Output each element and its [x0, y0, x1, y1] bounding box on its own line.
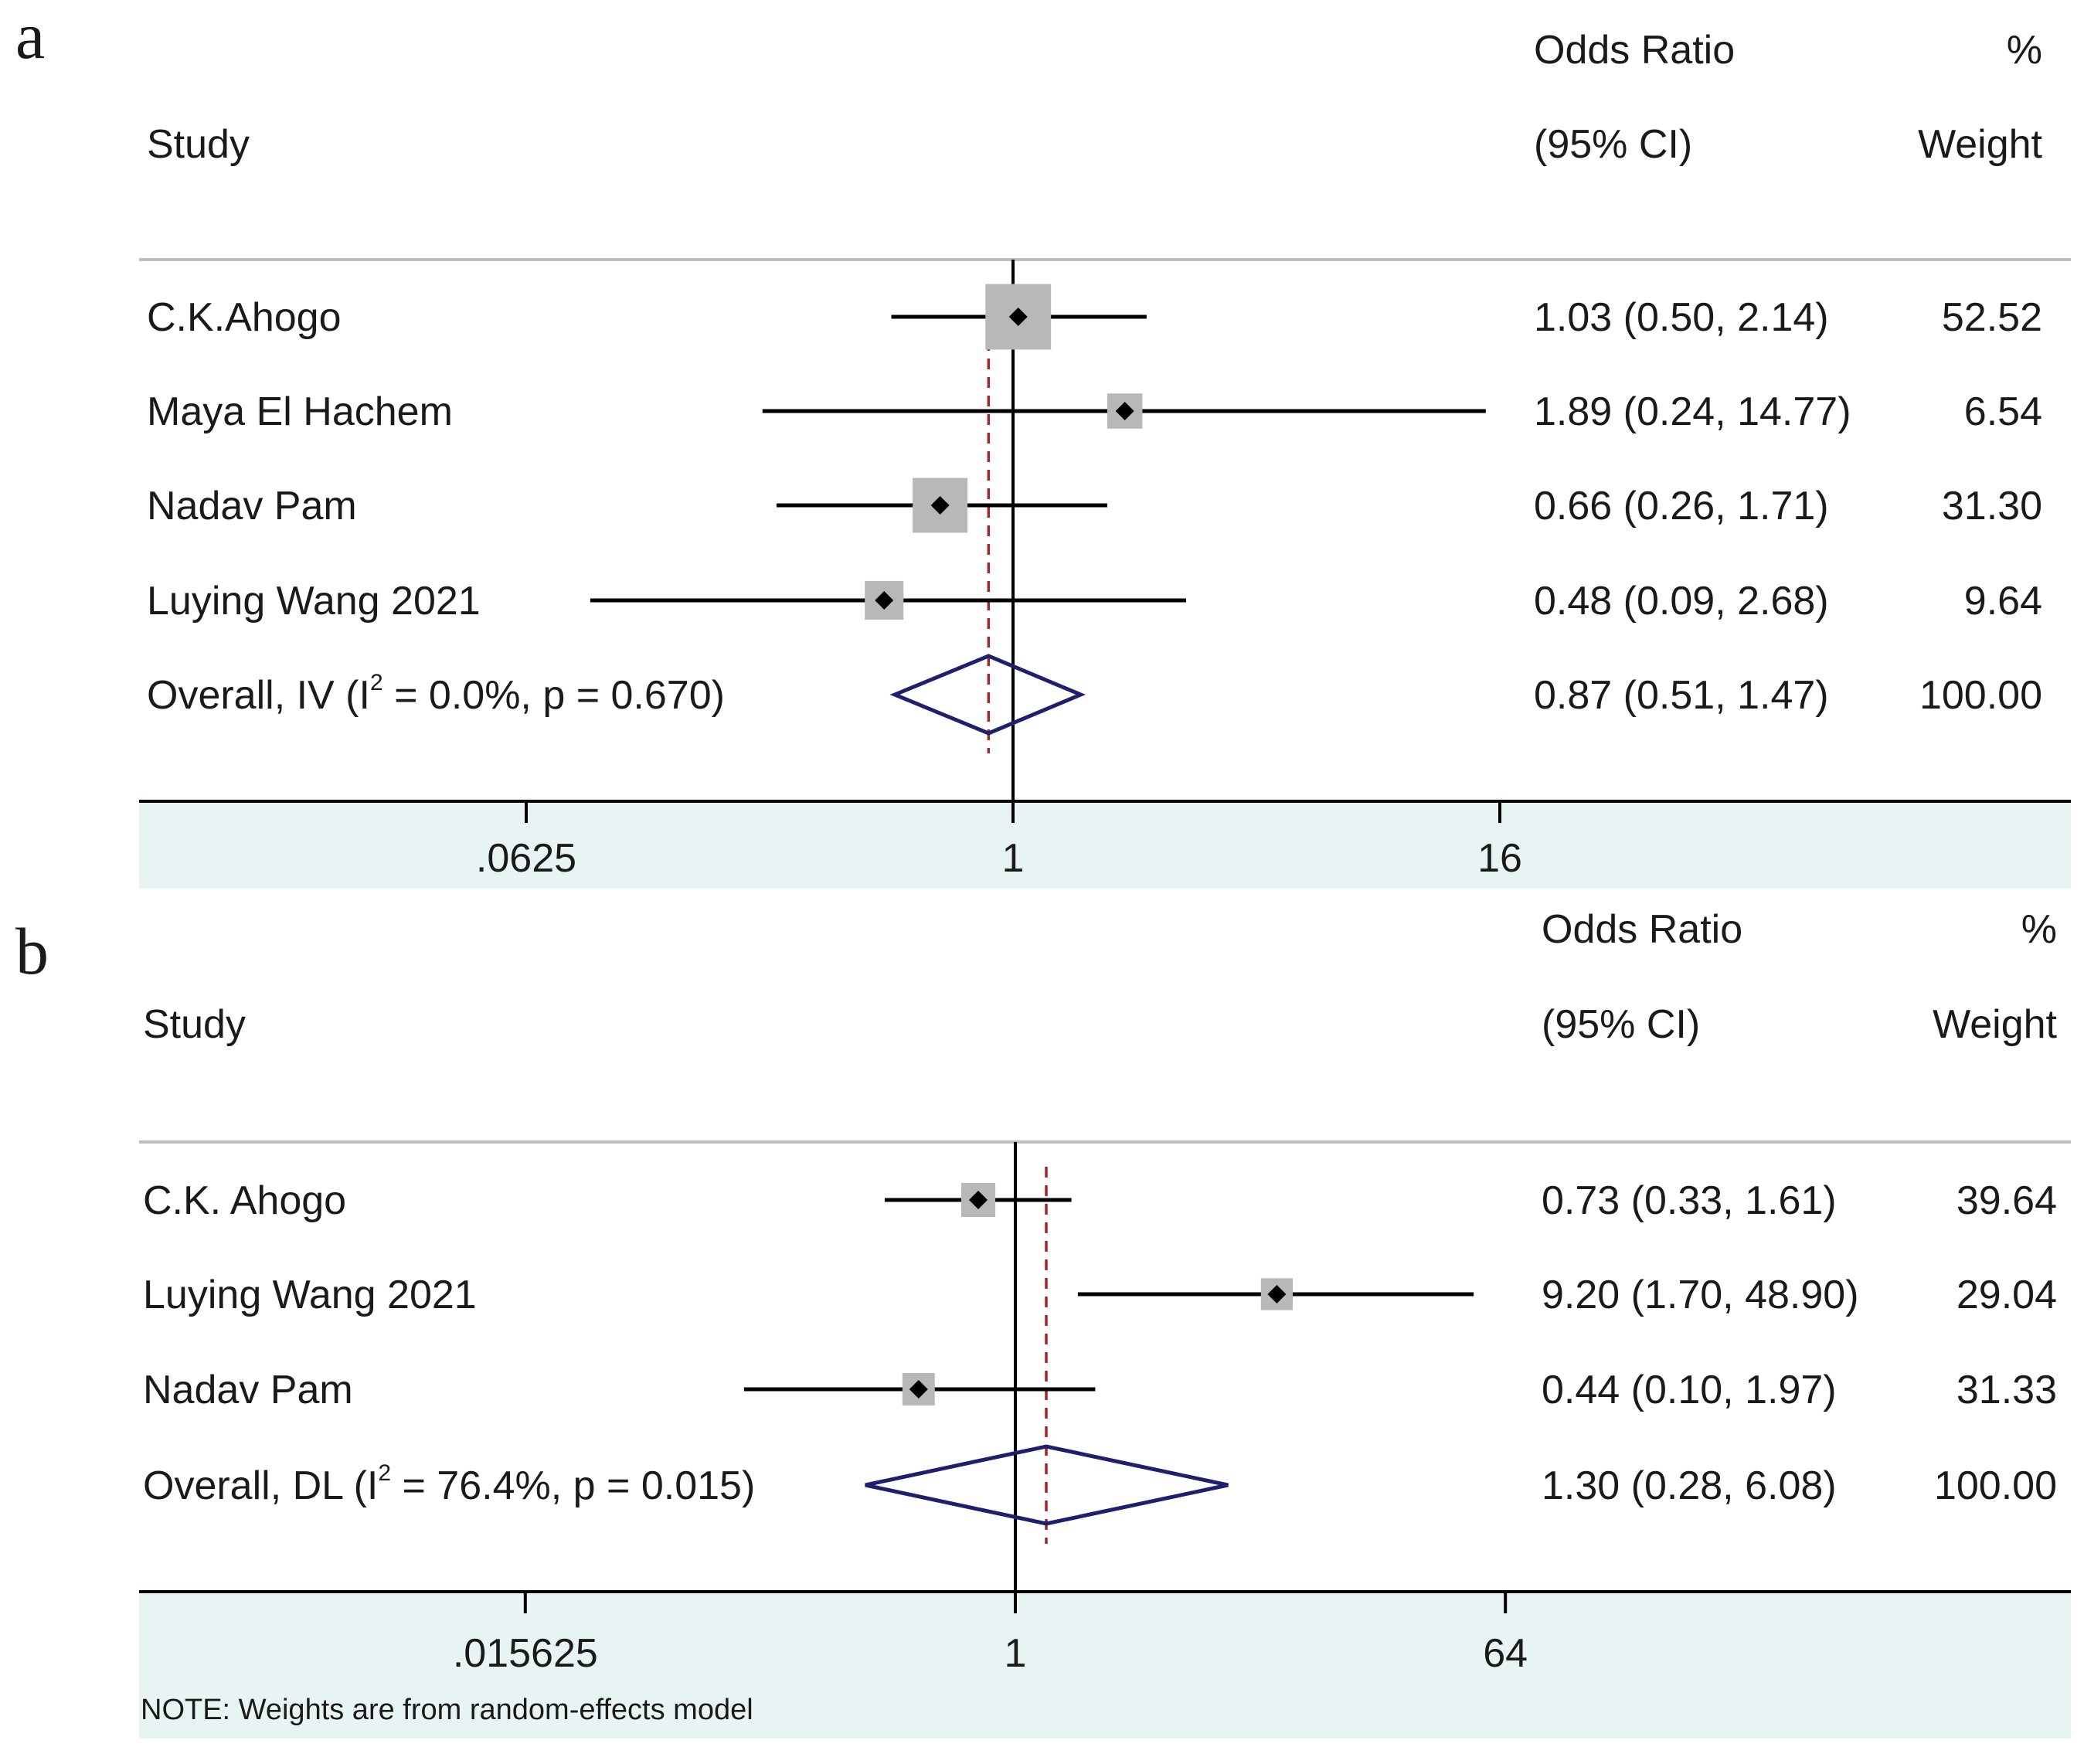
overall-label-suffix: = 0.0%, p = 0.670) — [383, 673, 725, 718]
study-point-estimate — [930, 496, 950, 515]
overall-label-superscript: 2 — [378, 1460, 391, 1486]
study-point-estimate — [875, 591, 894, 610]
panel-label: b — [15, 914, 49, 988]
study-ci-value: 0.73 (0.33, 1.61) — [1542, 1178, 1837, 1223]
odds-ratio-header: Odds Ratio — [1534, 28, 1735, 73]
study-name: Nadav Pam — [147, 484, 357, 529]
study-ci-value: 0.44 (0.10, 1.97) — [1542, 1368, 1837, 1412]
study-weight-value: 52.52 — [1942, 295, 2042, 340]
ci-header: (95% CI) — [1542, 1002, 1700, 1047]
study-name: Luying Wang 2021 — [143, 1273, 477, 1317]
study-weight-value: 6.54 — [1964, 389, 2042, 434]
x-axis-tick-label: 16 — [1477, 836, 1522, 881]
study-name: C.K.Ahogo — [147, 295, 342, 340]
study-point-estimate — [969, 1191, 988, 1209]
study-column-header: Study — [143, 1002, 246, 1047]
weight-header: Weight — [1933, 1002, 2057, 1047]
footnote: NOTE: Weights are from random-effects mo… — [141, 1694, 753, 1726]
overall-label-superscript: 2 — [370, 670, 383, 695]
panel-label: a — [15, 0, 45, 73]
axis-band — [139, 801, 2071, 889]
overall-ci-value: 0.87 (0.51, 1.47) — [1534, 673, 1829, 718]
overall-ci-value: 1.30 (0.28, 6.08) — [1542, 1463, 1837, 1508]
study-point-estimate — [1115, 402, 1134, 420]
study-name: C.K. Ahogo — [143, 1178, 346, 1223]
odds-ratio-header: Odds Ratio — [1542, 907, 1742, 952]
study-ci-value: 0.48 (0.09, 2.68) — [1534, 579, 1829, 624]
weight-header: Weight — [1918, 122, 2042, 167]
overall-diamond — [865, 1444, 1229, 1526]
study-weight-value: 29.04 — [1957, 1273, 2057, 1317]
x-axis-tick-label: 1 — [1005, 1631, 1027, 1676]
study-column-header: Study — [147, 122, 250, 167]
study-name: Luying Wang 2021 — [147, 579, 481, 624]
study-ci-value: 9.20 (1.70, 48.90) — [1542, 1273, 1859, 1317]
ci-header: (95% CI) — [1534, 122, 1692, 167]
overall-label: Overall, IV (I2 = 0.0%, p = 0.670) — [147, 670, 725, 718]
study-ci-value: 1.03 (0.50, 2.14) — [1534, 295, 1829, 340]
study-name: Maya El Hachem — [147, 389, 453, 434]
x-axis-tick-label: 64 — [1483, 1631, 1528, 1676]
study-name: Nadav Pam — [143, 1368, 353, 1412]
weight-header-percent: % — [2021, 907, 2057, 952]
study-weight-value: 9.64 — [1964, 579, 2042, 624]
overall-label-prefix: Overall, DL (I — [143, 1463, 378, 1508]
study-weight-value: 31.33 — [1957, 1368, 2057, 1412]
overall-weight-value: 100.00 — [1934, 1463, 2057, 1508]
study-point-estimate — [1008, 308, 1028, 326]
study-point-estimate — [1267, 1285, 1287, 1303]
study-weight-value: 31.30 — [1942, 484, 2042, 529]
overall-label: Overall, DL (I2 = 76.4%, p = 0.015) — [143, 1460, 755, 1508]
x-axis-tick-label: .0625 — [476, 836, 576, 881]
overall-label-suffix: = 76.4%, p = 0.015) — [391, 1463, 755, 1508]
axis-band — [139, 1592, 2071, 1739]
study-ci-value: 0.66 (0.26, 1.71) — [1534, 484, 1829, 529]
study-ci-value: 1.89 (0.24, 14.77) — [1534, 389, 1851, 434]
overall-label-prefix: Overall, IV (I — [147, 673, 370, 718]
overall-diamond — [889, 654, 1086, 736]
x-axis-tick-label: .015625 — [453, 1631, 598, 1676]
overall-weight-value: 100.00 — [1919, 673, 2042, 718]
study-point-estimate — [909, 1380, 928, 1399]
study-weight-value: 39.64 — [1957, 1178, 2057, 1223]
x-axis-tick-label: 1 — [1002, 836, 1025, 881]
weight-header-percent: % — [2007, 28, 2042, 73]
